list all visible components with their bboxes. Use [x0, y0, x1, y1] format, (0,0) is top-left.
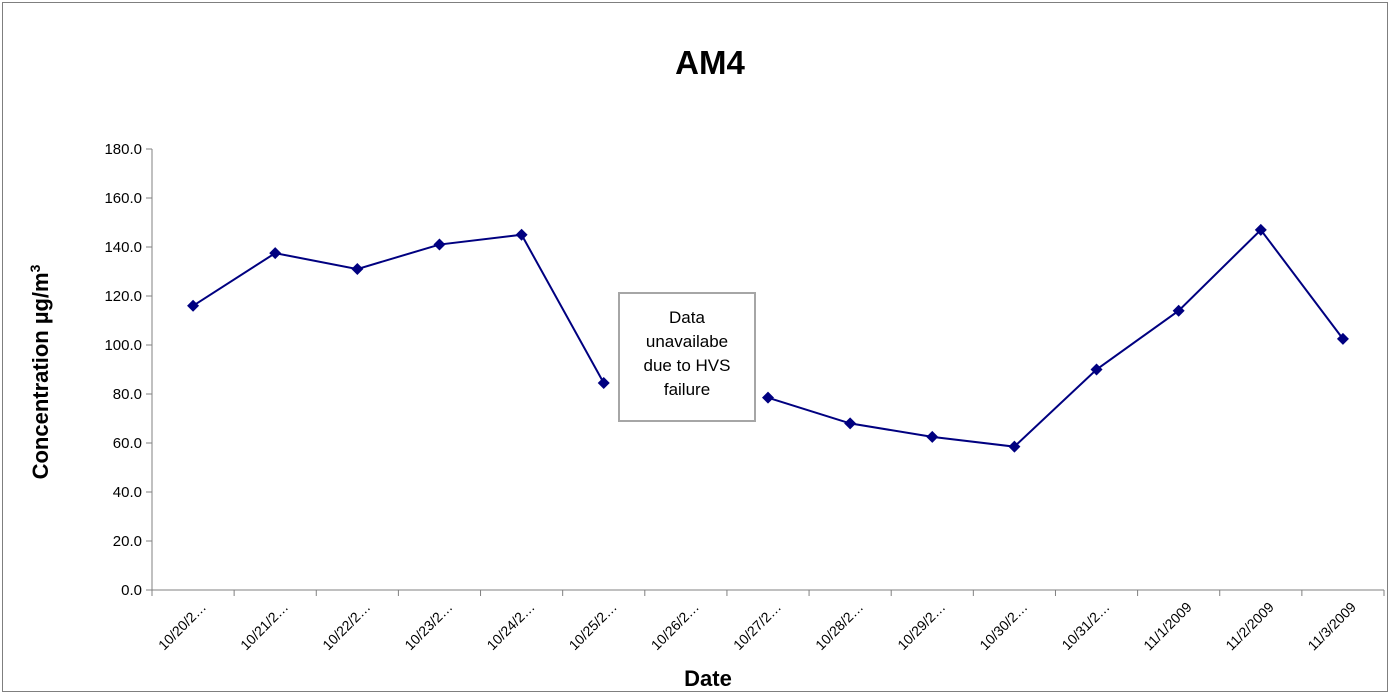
- y-tick-label: 60.0: [113, 435, 142, 452]
- x-tick-label: 10/20/2…: [155, 599, 209, 653]
- x-tick-label: 10/24/2…: [483, 599, 537, 653]
- annotation-box: Data unavailabe due to HVS failure: [618, 292, 756, 422]
- x-tick-label: 11/1/2009: [1140, 599, 1195, 654]
- y-tick-label: 180.0: [104, 141, 142, 158]
- x-axis: 10/20/2… 10/21/2… 10/22/2… 10/23/2… 10/24/2……: [151, 589, 1385, 654]
- x-tick-label: 10/25/2…: [566, 599, 620, 653]
- x-tick-label: 10/26/2…: [648, 599, 702, 653]
- data-point: [1254, 223, 1267, 236]
- y-tick-label: 20.0: [113, 533, 142, 550]
- series-line: [767, 228, 1344, 448]
- data-point: [351, 263, 364, 276]
- annotation-line: unavailabe: [646, 332, 728, 351]
- y-tick-label: 120.0: [104, 288, 142, 305]
- series-line: [192, 233, 605, 384]
- data-point: [1008, 440, 1021, 453]
- x-tick-label: 11/2/2009: [1222, 599, 1277, 654]
- data-point: [433, 238, 446, 251]
- data-point: [1336, 332, 1349, 345]
- data-point: [926, 430, 939, 443]
- x-tick-label: 10/22/2…: [319, 599, 373, 653]
- annotation-line: failure: [664, 380, 710, 399]
- x-tick-label: 10/27/2…: [730, 599, 784, 653]
- y-tick-label: 0.0: [121, 582, 142, 599]
- y-tick-label: 100.0: [104, 337, 142, 354]
- x-tick-label: 11/3/2009: [1304, 599, 1359, 654]
- x-tick-label: 10/28/2…: [812, 599, 866, 653]
- y-axis-title-superscript: 3: [27, 264, 43, 272]
- x-tick-label: 10/21/2…: [237, 599, 291, 653]
- x-tick-label: 10/23/2…: [401, 599, 455, 653]
- annotation-line: Data: [669, 308, 705, 327]
- x-tick-label: 10/31/2…: [1058, 599, 1112, 653]
- data-point: [762, 391, 774, 404]
- series-layer: [187, 223, 1349, 453]
- data-point: [1172, 304, 1185, 317]
- data-point: [1090, 363, 1103, 376]
- data-point: [844, 417, 857, 430]
- chart-svg: AM4 0.0 20.0 40.0 60.0 80.0 100.0 120.0 140.0 16…: [27, 44, 1385, 691]
- y-tick-label: 40.0: [113, 484, 142, 501]
- x-tick-label: 10/29/2…: [894, 599, 948, 653]
- x-axis-title: Date: [684, 666, 732, 691]
- data-point: [597, 376, 610, 389]
- chart-title: AM4: [675, 44, 745, 81]
- data-point: [515, 228, 528, 241]
- annotation-line: due to HVS: [644, 356, 731, 375]
- y-axis-title: Concentration µg/m3: [27, 264, 53, 479]
- y-tick-label: 140.0: [104, 239, 142, 256]
- x-tick-label: 10/30/2…: [976, 599, 1030, 653]
- annotation-frame: [618, 292, 756, 422]
- data-point: [269, 247, 282, 260]
- y-axis-title-text: Concentration µg/m: [28, 272, 53, 479]
- y-tick-label: 80.0: [113, 386, 142, 403]
- y-tick-label: 160.0: [104, 190, 142, 207]
- data-point: [187, 299, 200, 312]
- y-axis: 0.0 20.0 40.0 60.0 80.0 100.0 120.0 140.0 160.0 1…: [104, 141, 153, 599]
